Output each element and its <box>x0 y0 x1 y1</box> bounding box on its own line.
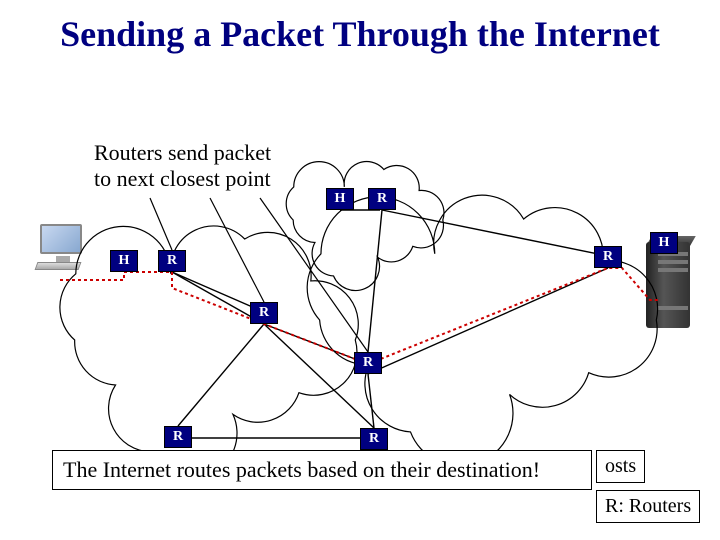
subtitle-line2: to next closest point <box>94 166 271 191</box>
legend-routers: R: Routers <box>596 490 700 523</box>
node-H_top: H <box>326 188 354 210</box>
caption-box: The Internet routes packets based on the… <box>52 450 592 490</box>
node-R_b: R <box>354 352 382 374</box>
node-H_left: H <box>110 250 138 272</box>
node-R_a: R <box>250 302 278 324</box>
legend-hosts: osts <box>596 450 645 483</box>
node-R_right: R <box>594 246 622 268</box>
computer-icon <box>32 224 90 270</box>
node-R_d: R <box>164 426 192 448</box>
node-R_c: R <box>360 428 388 450</box>
node-H_right: H <box>650 232 678 254</box>
node-R_left: R <box>158 250 186 272</box>
page-title: Sending a Packet Through the Internet <box>0 0 720 61</box>
node-R_top: R <box>368 188 396 210</box>
subtitle-line1: Routers send packet <box>94 140 271 165</box>
subtitle: Routers send packet to next closest poin… <box>94 140 271 193</box>
